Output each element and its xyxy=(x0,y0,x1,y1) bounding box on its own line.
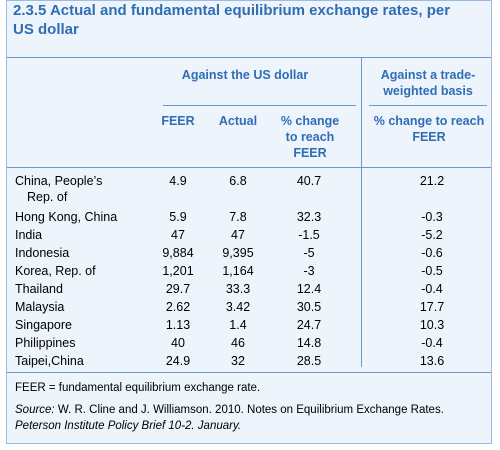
pct-change-cell: 12.4 xyxy=(296,282,322,296)
col-header-tw-line2: FEER xyxy=(412,130,446,144)
title-line-2: US dollar xyxy=(13,21,79,38)
actual-cell: 6.8 xyxy=(229,174,247,188)
actual-cell: 7.8 xyxy=(229,210,247,224)
tw-pct-change-cell: -0.5 xyxy=(421,264,443,278)
tw-pct-change-cell: 17.7 xyxy=(419,300,445,314)
country-cell: Singapore xyxy=(15,318,72,332)
col-header-pct-line3: FEER xyxy=(293,146,327,160)
col-header-tw-line1: % change to reach xyxy=(373,114,485,128)
table-box: 2.3.5 Actual and fundamental equilibrium… xyxy=(6,0,492,444)
group-header-us-dollar: Against the US dollar xyxy=(181,68,309,82)
tw-pct-change-cell: -0.4 xyxy=(421,282,443,296)
table-row: China, People’s Rep. of 4.9 6.8 40.7 21.… xyxy=(7,173,493,205)
pct-change-cell: 32.3 xyxy=(296,210,322,224)
country-cell: China, People’s Rep. of xyxy=(15,173,145,205)
tw-pct-change-cell: -5.2 xyxy=(421,228,443,242)
pct-change-cell: 30.5 xyxy=(296,300,322,314)
table-title: 2.3.5 Actual and fundamental equilibrium… xyxy=(13,1,491,39)
source-note-line2: Peterson Institute Policy Brief 10-2. Ja… xyxy=(15,420,242,432)
group-rule-trade-weighted xyxy=(369,105,487,106)
country-cell: Thailand xyxy=(15,282,63,296)
column-divider xyxy=(361,57,362,367)
feer-cell: 4.9 xyxy=(169,174,187,188)
tw-pct-change-cell: 10.3 xyxy=(419,318,445,332)
country-cell: Taipei,China xyxy=(15,354,84,368)
actual-cell: 32 xyxy=(231,354,245,368)
country-line2: Rep. of xyxy=(27,190,68,204)
feer-cell: 2.62 xyxy=(165,300,191,314)
pct-change-cell: -3 xyxy=(303,264,315,278)
pct-change-cell: 24.7 xyxy=(296,318,322,332)
header-top-rule xyxy=(7,57,491,58)
source-note: Source: W. R. Cline and J. Williamson. 2… xyxy=(15,403,485,418)
col-header-actual: Actual xyxy=(218,114,258,128)
tw-pct-change-cell: -0.3 xyxy=(421,210,443,224)
tw-pct-change-cell: 13.6 xyxy=(419,354,445,368)
col-header-feer: FEER xyxy=(161,114,195,128)
footnote: FEER = fundamental equilibrium exchange … xyxy=(15,382,261,394)
feer-cell: 9,884 xyxy=(162,246,194,260)
tw-pct-change-cell: -0.6 xyxy=(421,246,443,260)
country-cell: India xyxy=(15,228,43,242)
actual-cell: 3.42 xyxy=(225,300,251,314)
group-header-tw-line2: weighted basis xyxy=(383,84,473,98)
country-cell: Korea, Rep. of xyxy=(15,264,96,278)
pct-change-cell: -1.5 xyxy=(298,228,320,242)
source-text: W. R. Cline and J. Williamson. 2010. Not… xyxy=(54,404,444,416)
country-cell: Hong Kong, China xyxy=(15,210,118,224)
group-header-tw-line1: Against a trade- xyxy=(380,68,476,82)
col-header-pct-line1: % change xyxy=(280,114,340,128)
title-line-1: 2.3.5 Actual and fundamental equilibrium… xyxy=(13,2,451,19)
actual-cell: 46 xyxy=(231,336,245,350)
pct-change-cell: 28.5 xyxy=(296,354,322,368)
actual-cell: 9,395 xyxy=(222,246,254,260)
group-rule-us-dollar xyxy=(163,105,356,106)
feer-cell: 47 xyxy=(171,228,185,242)
pct-change-cell: 14.8 xyxy=(296,336,322,350)
feer-cell: 29.7 xyxy=(165,282,191,296)
col-header-pct-line2: to reach xyxy=(285,130,335,144)
actual-cell: 47 xyxy=(231,228,245,242)
country-cell: Malaysia xyxy=(15,300,65,314)
tw-pct-change-cell: 21.2 xyxy=(419,174,445,188)
pct-change-cell: 40.7 xyxy=(296,174,322,188)
country-cell: Philippines xyxy=(15,336,76,350)
feer-cell: 24.9 xyxy=(165,354,191,368)
header-bottom-rule xyxy=(7,167,491,168)
tw-pct-change-cell: -0.4 xyxy=(421,336,443,350)
source-label: Source: xyxy=(15,404,55,416)
feer-cell: 5.9 xyxy=(169,210,187,224)
table-bottom-rule xyxy=(7,372,491,373)
actual-cell: 1,164 xyxy=(222,264,254,278)
feer-cell: 40 xyxy=(171,336,185,350)
col-header-pct-change: % change to reach FEER xyxy=(277,113,343,161)
actual-cell: 1.4 xyxy=(229,318,247,332)
actual-cell: 33.3 xyxy=(225,282,251,296)
feer-cell: 1.13 xyxy=(165,318,191,332)
col-header-tw-pct-change: % change to reach FEER xyxy=(369,113,489,145)
country-line1: China, People’s xyxy=(15,174,103,188)
pct-change-cell: -5 xyxy=(303,246,315,260)
feer-cell: 1,201 xyxy=(162,264,194,278)
group-header-trade-weighted: Against a trade- weighted basis xyxy=(369,67,487,99)
country-cell: Indonesia xyxy=(15,246,70,260)
